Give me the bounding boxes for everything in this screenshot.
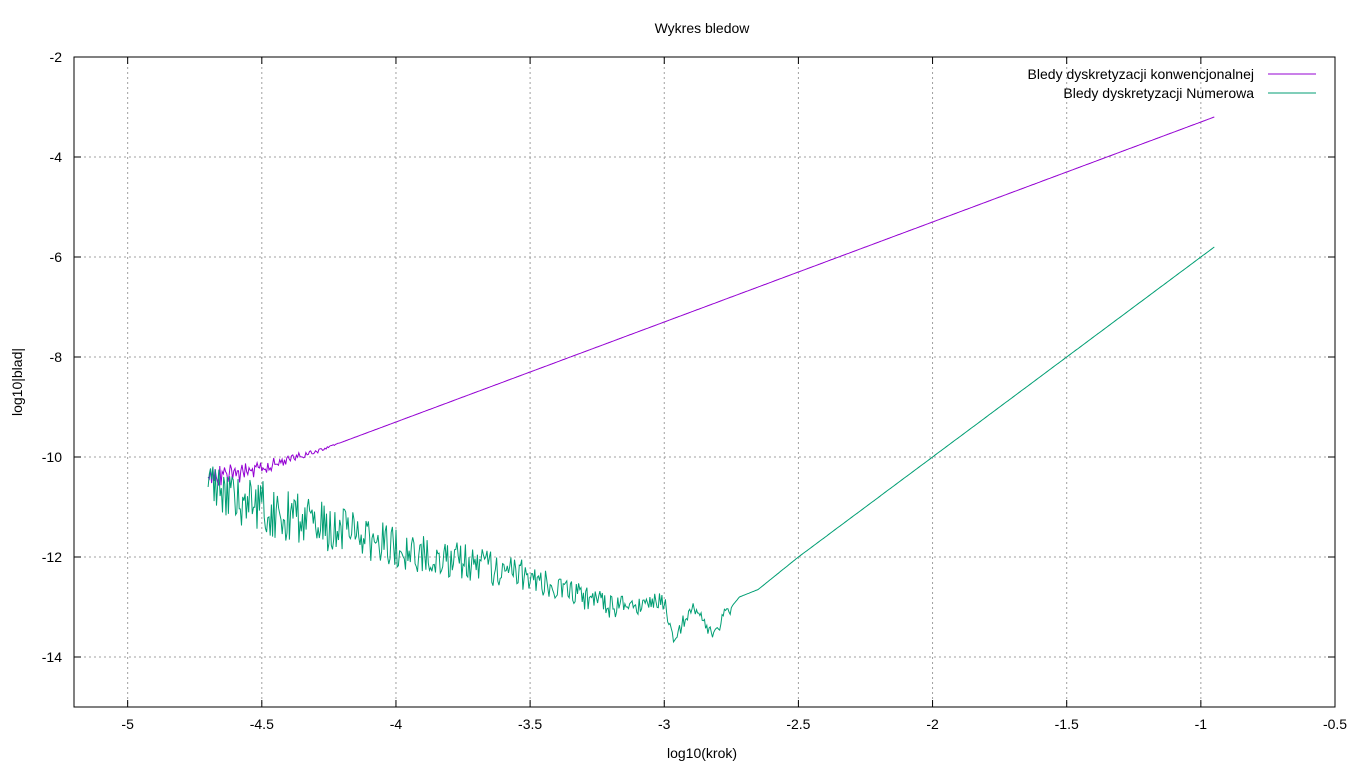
- x-tick-label: -0.5: [1323, 716, 1347, 732]
- legend-label-conventional: Bledy dyskretyzacji konwencjonalnej: [1028, 66, 1254, 82]
- legend-label-numerov: Bledy dyskretyzacji Numerowa: [1063, 85, 1254, 101]
- grid: [74, 56, 1336, 707]
- y-tick-label: -6: [50, 249, 63, 265]
- legend: Bledy dyskretyzacji konwencjonalnej Bled…: [1028, 66, 1316, 101]
- y-tick-label: -4: [50, 149, 63, 165]
- x-axis-label: log10(krok): [667, 745, 737, 761]
- x-tick-label: -4: [390, 716, 403, 732]
- y-tick-label: -10: [42, 449, 62, 465]
- series-line-numerov: [207, 246, 1215, 644]
- x-tick-label: -3: [658, 716, 671, 732]
- plot-frame: [73, 56, 1336, 708]
- y-tick-label: -12: [42, 549, 62, 565]
- x-tick-label: -5: [121, 716, 134, 732]
- x-tick-label: -1.5: [1055, 716, 1079, 732]
- series-line-conventional: [207, 116, 1215, 486]
- axes: -5 -4.5 -4 -3.5 -3 -2.5 -2 -1.5 -1 -0.5 -2 -4 -6 -8 -1…: [42, 49, 1348, 732]
- y-axis-label: log10|blad|: [9, 348, 25, 416]
- x-tick-label: -1: [1195, 716, 1208, 732]
- y-tick-label: -2: [50, 49, 63, 65]
- x-tick-label: -2: [926, 716, 939, 732]
- plot-area: [207, 116, 1215, 644]
- x-tick-label: -3.5: [518, 716, 542, 732]
- x-tick-label: -2.5: [786, 716, 810, 732]
- y-tick-label: -8: [50, 349, 63, 365]
- x-tick-label: -4.5: [250, 716, 274, 732]
- chart-title: Wykres bledow: [655, 20, 751, 36]
- y-tick-label: -14: [42, 649, 62, 665]
